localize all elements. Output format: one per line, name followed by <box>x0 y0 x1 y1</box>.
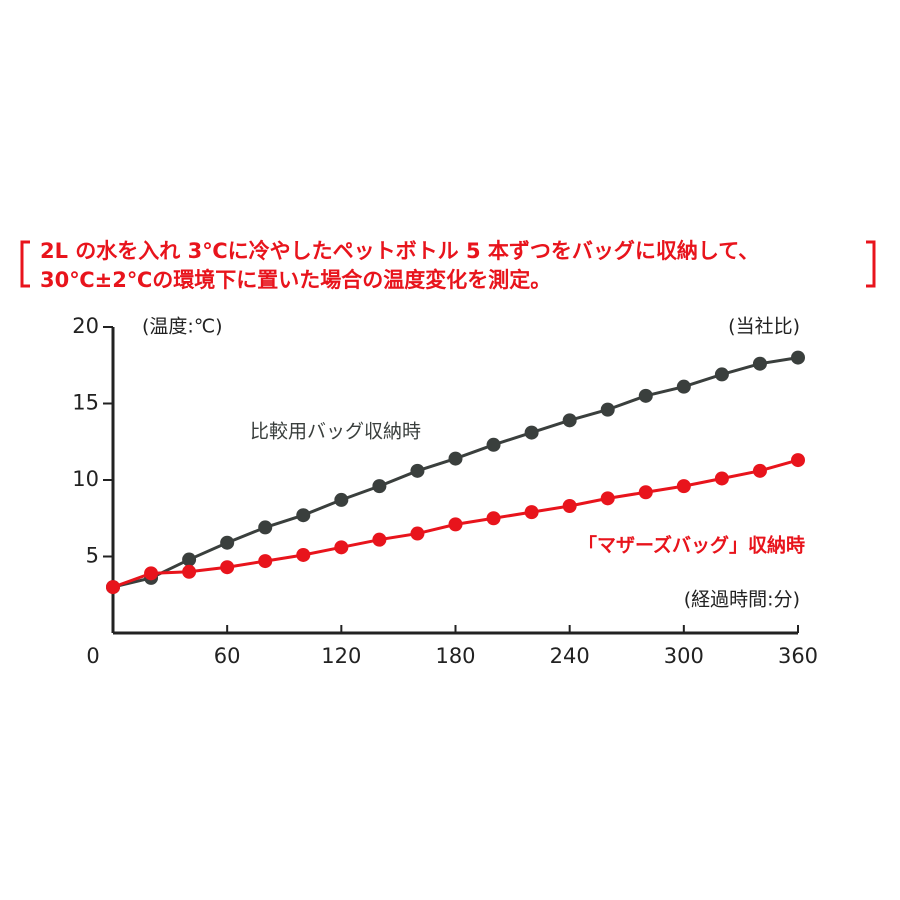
data-point <box>638 388 653 403</box>
data-point <box>258 554 273 569</box>
y-tick-label: 20 <box>72 314 99 338</box>
data-point <box>676 379 691 394</box>
data-point <box>106 580 120 595</box>
y-tick-label: 5 <box>86 544 99 568</box>
y-axis-label: (温度:℃) <box>142 316 223 338</box>
data-point <box>410 526 425 541</box>
data-point <box>600 491 615 506</box>
y-tick-label: 10 <box>72 467 99 491</box>
y-tick-label: 15 <box>72 391 99 415</box>
data-point <box>258 520 273 535</box>
data-point <box>486 511 501 526</box>
data-point <box>714 471 729 486</box>
data-point <box>182 564 197 579</box>
data-point <box>714 367 729 382</box>
data-point <box>752 463 767 478</box>
x-tick-label: 120 <box>321 644 361 668</box>
data-point <box>448 451 463 466</box>
series-label: 「マザーズバッグ」収納時 <box>578 534 805 557</box>
x-tick-label: 240 <box>550 644 590 668</box>
data-point <box>144 566 159 581</box>
series-label: 比較用バッグ収納時 <box>250 421 421 443</box>
data-point <box>638 485 653 500</box>
data-point <box>372 479 387 494</box>
data-point <box>296 547 311 562</box>
x-axis-label: (経過時間:分) <box>684 589 800 611</box>
data-point <box>791 350 805 365</box>
data-point <box>334 492 349 507</box>
bracket-left <box>20 240 30 288</box>
data-point <box>676 479 691 494</box>
x-tick-label: 180 <box>435 644 475 668</box>
data-point <box>220 535 235 550</box>
bracket-right <box>866 240 876 288</box>
data-point <box>296 508 311 523</box>
note: (当社比) <box>728 316 800 338</box>
x-tick-label: 60 <box>214 644 241 668</box>
data-point <box>182 552 197 567</box>
data-point <box>448 517 463 532</box>
x-tick-label: 360 <box>778 644 818 668</box>
data-point <box>524 425 539 440</box>
data-point <box>334 540 349 555</box>
chart-title: 2L の水を入れ 3℃に冷やしたペットボトル 5 本ずつをバッグに収納して、 <box>40 239 759 263</box>
data-point <box>486 437 501 452</box>
data-point <box>220 560 235 575</box>
data-point <box>524 505 539 520</box>
x-tick-label: 0 <box>86 644 99 668</box>
x-tick-label: 300 <box>664 644 704 668</box>
data-point <box>600 402 615 417</box>
data-point <box>752 356 767 371</box>
data-point <box>372 532 387 547</box>
chart-subtitle: 30℃±2℃の環境下に置いた場合の温度変化を測定。 <box>40 268 551 292</box>
data-point <box>410 463 425 478</box>
data-point <box>562 413 577 428</box>
data-point <box>791 453 805 468</box>
data-point <box>562 499 577 514</box>
